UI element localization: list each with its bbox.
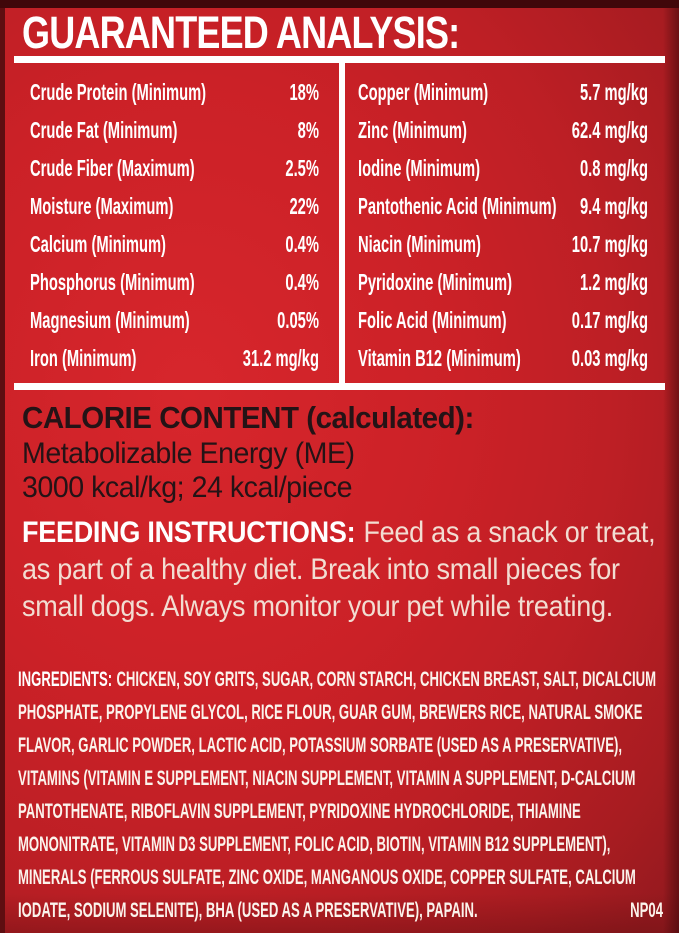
nutrient-name: Crude Fiber (Maximum) (30, 154, 195, 181)
nutrient-value: 0.4% (285, 268, 319, 295)
analysis-row: Crude Fiber (Maximum) 2.5% (30, 149, 319, 187)
nutrient-name: Pantothenic Acid (Minimum) (358, 192, 557, 219)
calorie-content-heading: CALORIE CONTENT (calculated): (22, 400, 474, 435)
bottom-rule (14, 383, 665, 390)
nutrient-name: Calcium (Minimum) (30, 230, 166, 257)
analysis-row: Iodine (Minimum) 0.8 mg/kg (358, 149, 648, 187)
analysis-row: Magnesium (Minimum) 0.05% (30, 301, 319, 339)
analysis-column-left: Crude Protein (Minimum) 18% Crude Fat (M… (14, 63, 339, 383)
analysis-row: Pyridoxine (Minimum) 1.2 mg/kg (358, 263, 648, 301)
nutrient-value: 18% (289, 78, 319, 105)
nutrient-value: 0.05% (277, 306, 319, 333)
analysis-row: Moisture (Maximum) 22% (30, 187, 319, 225)
nutrient-value: 0.8 mg/kg (579, 154, 648, 181)
nutrient-value: 22% (289, 192, 319, 219)
nutrient-value: 0.4% (285, 230, 319, 257)
nutrient-value: 0.17 mg/kg (571, 306, 648, 333)
feeding-instructions-heading: FEEDING INSTRUCTIONS: (22, 516, 356, 549)
analysis-row: Niacin (Minimum) 10.7 mg/kg (358, 225, 648, 263)
nutrient-name: Moisture (Maximum) (30, 192, 174, 219)
analysis-row: Phosphorus (Minimum) 0.4% (30, 263, 319, 301)
nutrient-name: Pyridoxine (Minimum) (358, 268, 513, 295)
nutrient-value: 0.03 mg/kg (571, 344, 648, 371)
guaranteed-analysis-title: GUARANTEED ANALYSIS: (22, 7, 460, 58)
analysis-column-right: Copper (Minimum) 5.7 mg/kg Zinc (Minimum… (345, 63, 665, 383)
ingredients-section: INGREDIENTS: CHICKEN, SOY GRITS, SUGAR, C… (18, 663, 663, 927)
feeding-instructions-text: Feed as a snack or treat, as part of a h… (22, 516, 656, 623)
analysis-row: Crude Fat (Minimum) 8% (30, 111, 319, 149)
nutrient-name: Folic Acid (Minimum) (358, 306, 507, 333)
nutrient-value: 62.4 mg/kg (571, 116, 648, 143)
feeding-instructions-section: FEEDING INSTRUCTIONS: Feed as a snack or … (22, 514, 664, 625)
ingredients-text: CHICKEN, SOY GRITS, SUGAR, CORN STARCH, … (18, 668, 657, 922)
nutrient-name: Iron (Minimum) (30, 344, 137, 371)
nutrient-name: Crude Fat (Minimum) (30, 116, 178, 143)
column-divider (339, 63, 345, 383)
analysis-row: Copper (Minimum) 5.7 mg/kg (358, 73, 648, 111)
nutrient-value: 31.2 mg/kg (242, 344, 319, 371)
top-rule (14, 56, 665, 63)
kcal-values-line: 3000 kcal/kg; 24 kcal/piece (22, 471, 353, 504)
metabolizable-energy-line: Metabolizable Energy (ME) (22, 437, 355, 470)
nutrient-value: 2.5% (285, 154, 319, 181)
calorie-content-section: CALORIE CONTENT (calculated): Metaboliza… (22, 399, 662, 505)
ingredients-heading: INGREDIENTS: (18, 668, 113, 691)
analysis-row: Iron (Minimum) 31.2 mg/kg (30, 339, 319, 377)
nutrient-value: 1.2 mg/kg (579, 268, 648, 295)
nutrient-name: Phosphorus (Minimum) (30, 268, 195, 295)
analysis-row: Calcium (Minimum) 0.4% (30, 225, 319, 263)
nutrient-name: Crude Protein (Minimum) (30, 78, 207, 105)
product-code: NP04 (630, 899, 663, 922)
nutrient-value: 5.7 mg/kg (579, 78, 648, 105)
nutrient-name: Zinc (Minimum) (358, 116, 467, 143)
analysis-row: Zinc (Minimum) 62.4 mg/kg (358, 111, 648, 149)
analysis-row: Crude Protein (Minimum) 18% (30, 73, 319, 111)
nutrient-name: Copper (Minimum) (358, 78, 489, 105)
analysis-row: Vitamin B12 (Minimum) 0.03 mg/kg (358, 339, 648, 377)
nutrient-name: Vitamin B12 (Minimum) (358, 344, 521, 371)
nutrient-name: Magnesium (Minimum) (30, 306, 190, 333)
nutrient-value: 8% (297, 116, 319, 143)
nutrient-value: 10.7 mg/kg (571, 230, 648, 257)
analysis-row: Pantothenic Acid (Minimum) 9.4 mg/kg (358, 187, 648, 225)
nutrient-value: 9.4 mg/kg (579, 192, 648, 219)
nutrient-name: Niacin (Minimum) (358, 230, 481, 257)
analysis-row: Folic Acid (Minimum) 0.17 mg/kg (358, 301, 648, 339)
nutrient-name: Iodine (Minimum) (358, 154, 481, 181)
